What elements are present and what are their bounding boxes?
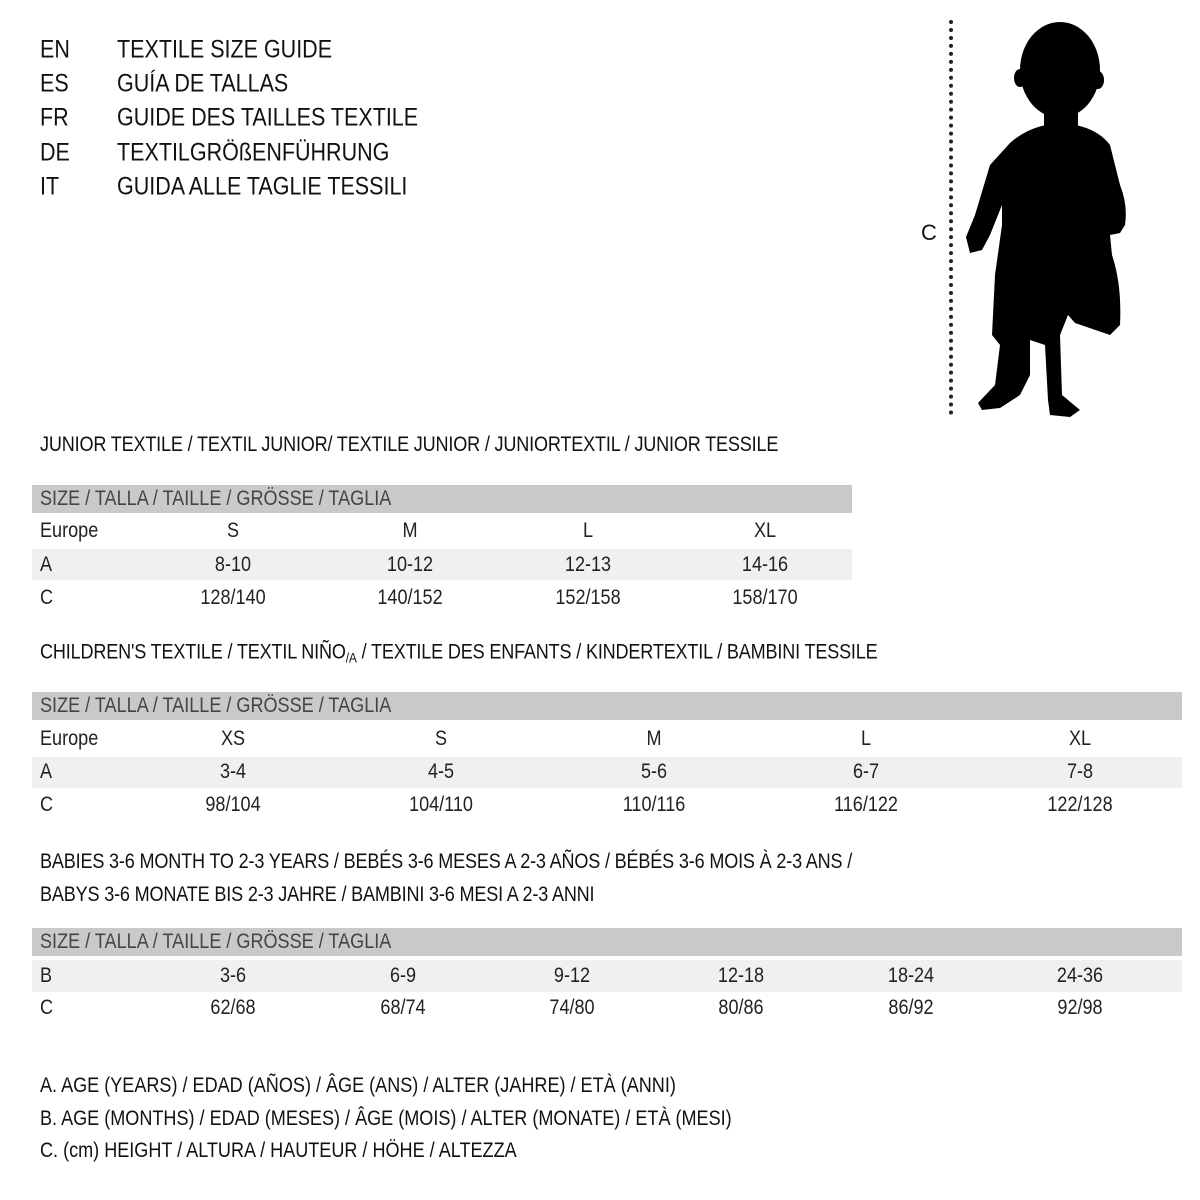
table-cell: S [434,727,448,750]
row-shade [32,960,1182,992]
junior-title: JUNIOR TEXTILE / TEXTIL JUNIOR/ TEXTILE … [40,433,779,456]
table-cell: 9-12 [553,964,591,987]
table-cell: XL [753,519,777,542]
lang-title: TEXTILGRÖßENFÜHRUNG [117,138,390,167]
row-label: C [40,996,54,1019]
children-title-part2: / TEXTILE DES ENFANTS / KINDERTEXTIL / B… [356,640,878,664]
table-cell: XL [1068,727,1092,750]
table-cell: 86/92 [888,996,934,1019]
table-cell: 4-5 [427,760,455,783]
table-cell: 80/86 [718,996,764,1019]
row-label: A [40,553,53,576]
table-cell: 110/116 [622,793,686,816]
height-label: C [921,220,937,245]
lang-code: EN [40,35,70,64]
table-cell: 68/74 [380,996,426,1019]
table-cell: 3-4 [219,760,247,783]
lang-title: GUIDE DES TAILLES TEXTILE [117,103,419,132]
row-label: C [40,793,54,816]
table-cell: 18-24 [887,964,935,987]
babies-size-header [32,928,1182,956]
row-shade [32,757,1182,788]
lang-title: TEXTILE SIZE GUIDE [117,35,333,64]
babies-title-line2: BABYS 3-6 MONATE BIS 2-3 JAHRE / BAMBINI… [40,883,595,906]
table-cell: 14-16 [741,553,789,576]
table-cell: 152/158 [555,586,621,609]
table-cell: M [646,727,662,750]
children-title-sub: /A [345,649,357,666]
child-silhouette-icon [966,22,1126,417]
table-cell: 116/122 [834,793,898,816]
junior-size-header [32,485,852,513]
table-cell: 158/170 [732,586,798,609]
lang-code: ES [40,69,69,98]
table-cell: 62/68 [210,996,256,1019]
children-title-part1: CHILDREN'S TEXTILE / TEXTIL NIÑO [40,640,346,664]
children-title: CHILDREN'S TEXTILE / TEXTIL NIÑO/A / TEX… [40,641,878,666]
size-header-text: SIZE / TALLA / TAILLE / GRÖSSE / TAGLIA [40,487,392,510]
lang-title: GUIDA ALLE TAGLIE TESSILI [117,172,408,201]
table-cell: 12-18 [717,964,765,987]
table-cell: 122/128 [1047,793,1113,816]
table-cell: 7-8 [1066,760,1094,783]
table-cell: 8-10 [214,553,252,576]
table-cell: 6-7 [852,760,880,783]
table-cell: 3-6 [219,964,247,987]
row-label: B [40,964,53,987]
table-cell: 128/140 [200,586,266,609]
table-cell: 5-6 [640,760,668,783]
table-cell: M [402,519,418,542]
table-cell: 140/152 [377,586,443,609]
table-cell: 104/110 [409,793,473,816]
row-label: C [40,586,54,609]
size-header-text: SIZE / TALLA / TAILLE / GRÖSSE / TAGLIA [40,930,392,953]
row-shade [32,549,852,580]
table-cell: XS [220,727,246,750]
table-cell: 10-12 [386,553,434,576]
table-cell: S [226,519,240,542]
table-cell: 6-9 [389,964,417,987]
legend-a: A. AGE (YEARS) / EDAD (AÑOS) / ÂGE (ANS)… [40,1074,676,1097]
table-cell: 98/104 [205,793,261,816]
table-cell: L [582,519,594,542]
row-label: Europe [40,519,99,542]
legend-c: C. (cm) HEIGHT / ALTURA / HAUTEUR / HÖHE… [40,1139,517,1162]
babies-title-line1: BABIES 3-6 MONTH TO 2-3 YEARS / BEBÉS 3-… [40,850,853,873]
lang-code: IT [40,172,60,201]
row-label: Europe [40,727,99,750]
size-header-text: SIZE / TALLA / TAILLE / GRÖSSE / TAGLIA [40,694,392,717]
lang-title: GUÍA DE TALLAS [117,69,289,98]
table-cell: 92/98 [1057,996,1103,1019]
lang-code: DE [40,138,70,167]
children-size-header [32,692,1182,720]
table-cell: 12-13 [564,553,612,576]
lang-code: FR [40,103,69,132]
table-cell: L [860,727,872,750]
legend-b: B. AGE (MONTHS) / EDAD (MESES) / ÂGE (MO… [40,1107,732,1130]
table-cell: 74/80 [549,996,595,1019]
height-measure-line [949,20,953,415]
row-label: A [40,760,53,783]
table-cell: 24-36 [1056,964,1104,987]
